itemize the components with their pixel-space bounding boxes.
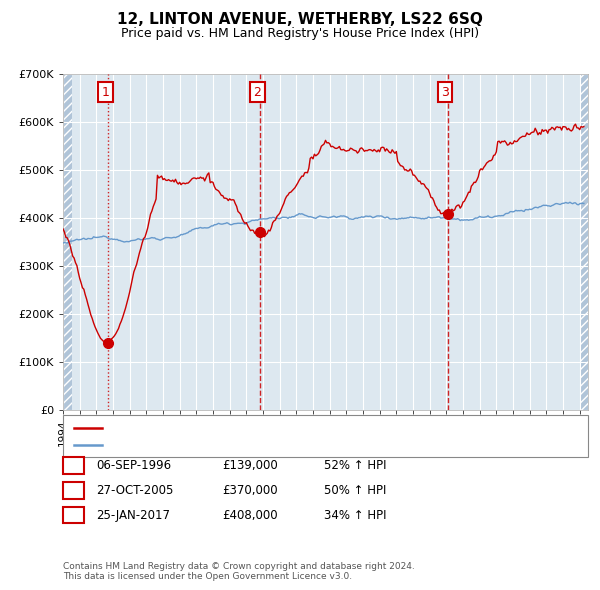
Text: 25-JAN-2017: 25-JAN-2017	[96, 509, 170, 522]
Bar	[580, 74, 589, 410]
Text: This data is licensed under the Open Government Licence v3.0.: This data is licensed under the Open Gov…	[63, 572, 352, 581]
Text: £370,000: £370,000	[222, 484, 278, 497]
Text: 27-OCT-2005: 27-OCT-2005	[96, 484, 173, 497]
Text: Contains HM Land Registry data © Crown copyright and database right 2024.: Contains HM Land Registry data © Crown c…	[63, 562, 415, 571]
Text: 3: 3	[441, 86, 449, 99]
Text: 3: 3	[70, 509, 77, 522]
Text: 52% ↑ HPI: 52% ↑ HPI	[324, 459, 386, 472]
Text: 2: 2	[70, 484, 77, 497]
Text: 06-SEP-1996: 06-SEP-1996	[96, 459, 171, 472]
Text: £408,000: £408,000	[222, 509, 278, 522]
Text: 1: 1	[70, 459, 77, 472]
Text: Price paid vs. HM Land Registry's House Price Index (HPI): Price paid vs. HM Land Registry's House …	[121, 27, 479, 40]
Text: 2: 2	[254, 86, 262, 99]
Text: 34% ↑ HPI: 34% ↑ HPI	[324, 509, 386, 522]
Bar	[63, 74, 72, 410]
Text: £139,000: £139,000	[222, 459, 278, 472]
Text: 12, LINTON AVENUE, WETHERBY, LS22 6SQ: 12, LINTON AVENUE, WETHERBY, LS22 6SQ	[117, 12, 483, 27]
Bar	[63, 74, 72, 410]
Text: 1: 1	[101, 86, 109, 99]
Text: 50% ↑ HPI: 50% ↑ HPI	[324, 484, 386, 497]
Bar	[580, 74, 589, 410]
Text: HPI: Average price, detached house, Leeds: HPI: Average price, detached house, Leed…	[108, 440, 347, 450]
Text: 12, LINTON AVENUE, WETHERBY, LS22 6SQ (detached house): 12, LINTON AVENUE, WETHERBY, LS22 6SQ (d…	[108, 422, 451, 432]
